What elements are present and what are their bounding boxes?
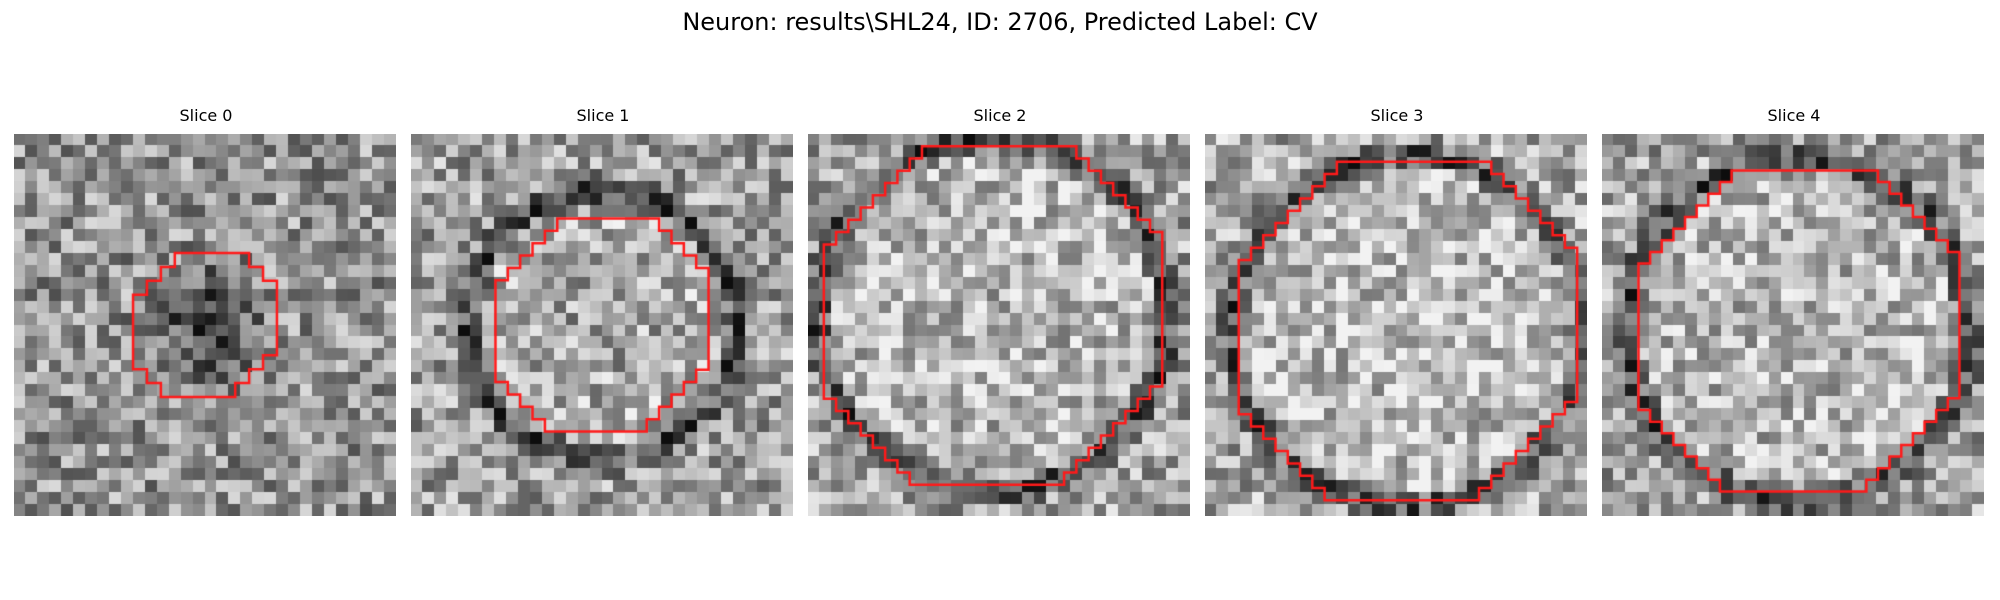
slice-title-1: Slice 1 (576, 106, 630, 125)
slice-image-1 (411, 134, 793, 516)
slice-image-4 (1602, 134, 1984, 516)
slice-panel-4: Slice 4 (1602, 106, 1986, 516)
slice-title-4: Slice 4 (1767, 106, 1821, 125)
slice-image-2 (808, 134, 1190, 516)
slice-image-3 (1205, 134, 1587, 516)
slice-title-2: Slice 2 (973, 106, 1027, 125)
slice-panel-2: Slice 2 (808, 106, 1192, 516)
slice-title-0: Slice 0 (179, 106, 233, 125)
slice-title-3: Slice 3 (1370, 106, 1424, 125)
slice-panel-3: Slice 3 (1205, 106, 1589, 516)
slice-panel-0: Slice 0 (14, 106, 398, 516)
figure-title: Neuron: results\SHL24, ID: 2706, Predict… (682, 8, 1318, 36)
slice-panel-1: Slice 1 (411, 106, 795, 516)
slice-image-0 (14, 134, 396, 516)
